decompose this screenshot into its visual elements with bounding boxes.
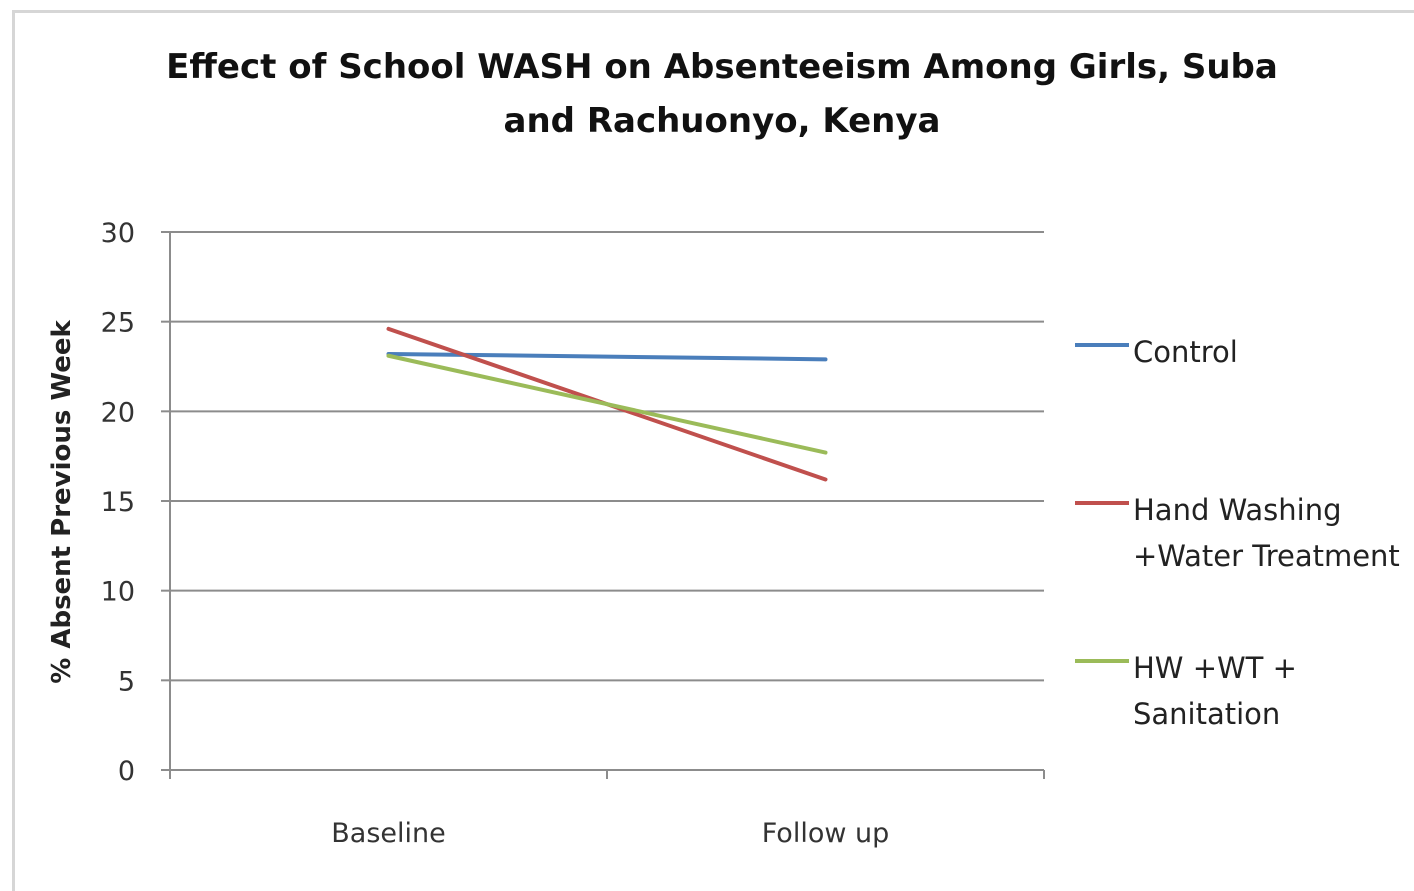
y-tick-labels: 0 5 10 15 20 25 30 [101, 218, 135, 787]
y-tick-label-10: 10 [101, 577, 135, 608]
chart-title-line-1: Effect of School WASH on Absenteeism Amo… [166, 47, 1278, 87]
legend-label-1-line-1: +Water Treatment [1133, 539, 1400, 573]
y-axis-label: % Absent Previous Week [47, 320, 77, 684]
y-tick-label-0: 0 [118, 756, 135, 787]
x-category-labels: Baseline Follow up [331, 818, 889, 849]
series-lines [386, 326, 828, 482]
y-tick-label-20: 20 [101, 397, 135, 428]
legend-label-0-line-0: Control [1133, 335, 1238, 369]
chart-title-line-2: and Rachuonyo, Kenya [504, 101, 941, 141]
axes [161, 231, 1045, 779]
legend-label-1-line-0: Hand Washing [1133, 493, 1342, 527]
series-line-2 [386, 353, 828, 455]
legend-label-2-line-0: HW +WT + [1133, 651, 1297, 685]
y-tick-label-5: 5 [118, 666, 135, 697]
x-category-label-0: Baseline [331, 818, 445, 849]
y-tick-label-25: 25 [101, 308, 135, 339]
series-line-0 [386, 351, 828, 362]
gridlines [170, 231, 1044, 682]
y-tick-label-15: 15 [101, 487, 135, 518]
x-category-label-1: Follow up [762, 818, 890, 849]
legend-label-2-line-1: Sanitation [1133, 697, 1280, 731]
y-tick-label-30: 30 [101, 218, 135, 249]
legend: Control Hand Washing +Water Treatment HW +W… [1075, 335, 1400, 731]
chart-frame [12, 10, 1414, 891]
